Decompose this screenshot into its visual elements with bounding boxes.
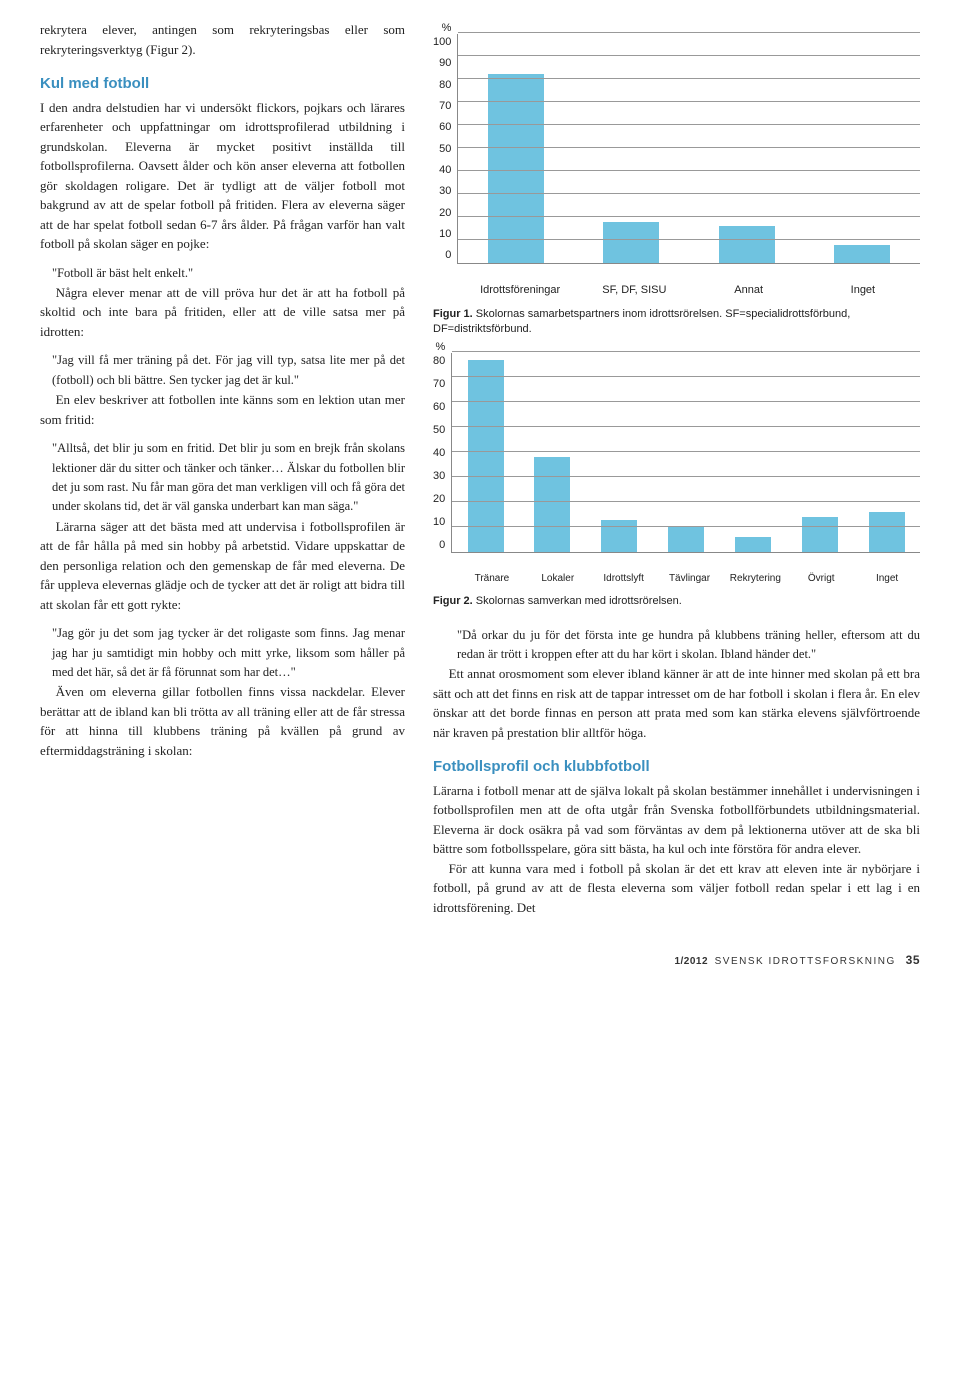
bar xyxy=(601,520,637,553)
footer-publication: SVENSK IDROTTSFORSKNING xyxy=(715,956,896,967)
para-5: Även om eleverna gillar fotbollen finns … xyxy=(40,682,405,760)
left-column: rekrytera elever, antingen som rekryteri… xyxy=(40,20,405,917)
bar xyxy=(719,226,775,263)
chart1-y-unit: % xyxy=(442,20,452,37)
figure-1: % 1009080706050403020100 Idrottsförening… xyxy=(433,34,920,337)
page-footer: 1/2012 SVENSK IDROTTSFORSKNING 35 xyxy=(40,951,920,969)
bar xyxy=(869,512,905,552)
right-column: % 1009080706050403020100 Idrottsförening… xyxy=(433,20,920,917)
para-4: Lärarna säger att det bästa med att unde… xyxy=(40,517,405,615)
bar xyxy=(603,222,659,263)
quote-3: "Alltså, det blir ju som en fritid. Det … xyxy=(52,439,405,517)
chart2-y-unit: % xyxy=(435,339,445,356)
bar xyxy=(468,360,504,553)
chart1-caption-text: Skolornas samarbetspartners inom idrotts… xyxy=(433,308,850,335)
chart2-plot xyxy=(451,353,920,553)
heading-fotbollsprofil: Fotbollsprofil och klubbfotboll xyxy=(433,756,920,779)
heading-kul-med-fotboll: Kul med fotboll xyxy=(40,73,405,96)
bar xyxy=(668,527,704,552)
right-para-1: Ett annat orosmoment som elever ibland k… xyxy=(433,664,920,742)
intro-para: rekrytera elever, antingen som rekryteri… xyxy=(40,20,405,59)
chart1-plot xyxy=(457,34,920,264)
chart1-x-labels: IdrottsföreningarSF, DF, SISUAnnatInget xyxy=(463,282,920,299)
right-body: "Då orkar du ju för det första inte ge h… xyxy=(433,626,920,918)
para-1: I den andra delstudien har vi undersökt … xyxy=(40,98,405,254)
para-3: En elev beskriver att fotbollen inte kän… xyxy=(40,390,405,429)
chart2-x-labels: TränareLokalerIdrottslyftTävlingarRekryt… xyxy=(459,571,920,586)
footer-issue: 1/2012 xyxy=(674,956,708,967)
quote-2: "Jag vill få mer träning på det. För jag… xyxy=(52,351,405,390)
right-para-2: Lärarna i fotboll menar att de själva lo… xyxy=(433,781,920,859)
quote-4: "Jag gör ju det som jag tycker är det ro… xyxy=(52,624,405,682)
footer-page-number: 35 xyxy=(906,953,920,967)
right-quote-1: "Då orkar du ju för det första inte ge h… xyxy=(457,626,920,665)
chart1-bars xyxy=(458,34,920,263)
bar xyxy=(834,245,890,263)
right-para-3: För att kunna vara med i fotboll på skol… xyxy=(433,859,920,918)
quote-1: "Fotboll är bäst helt enkelt." xyxy=(52,264,405,283)
bar xyxy=(534,457,570,552)
chart2-caption: Figur 2. Skolornas samverkan med idrotts… xyxy=(433,594,920,609)
chart2-y-axis: % 80706050403020100 xyxy=(433,353,451,553)
para-2: Några elever menar att de vill pröva hur… xyxy=(40,283,405,342)
bar xyxy=(488,74,544,263)
bar xyxy=(802,517,838,552)
chart1-y-axis: % 1009080706050403020100 xyxy=(433,34,457,264)
chart1-caption: Figur 1. Skolornas samarbetspartners ino… xyxy=(433,307,920,338)
chart2-bars xyxy=(452,353,920,552)
chart2-caption-bold: Figur 2. xyxy=(433,595,473,607)
figure-2: % 80706050403020100 TränareLokalerIdrott… xyxy=(433,353,920,609)
bar xyxy=(735,537,771,552)
chart1-caption-bold: Figur 1. xyxy=(433,308,473,320)
chart2-caption-text: Skolornas samverkan med idrottsrörelsen. xyxy=(473,595,682,607)
